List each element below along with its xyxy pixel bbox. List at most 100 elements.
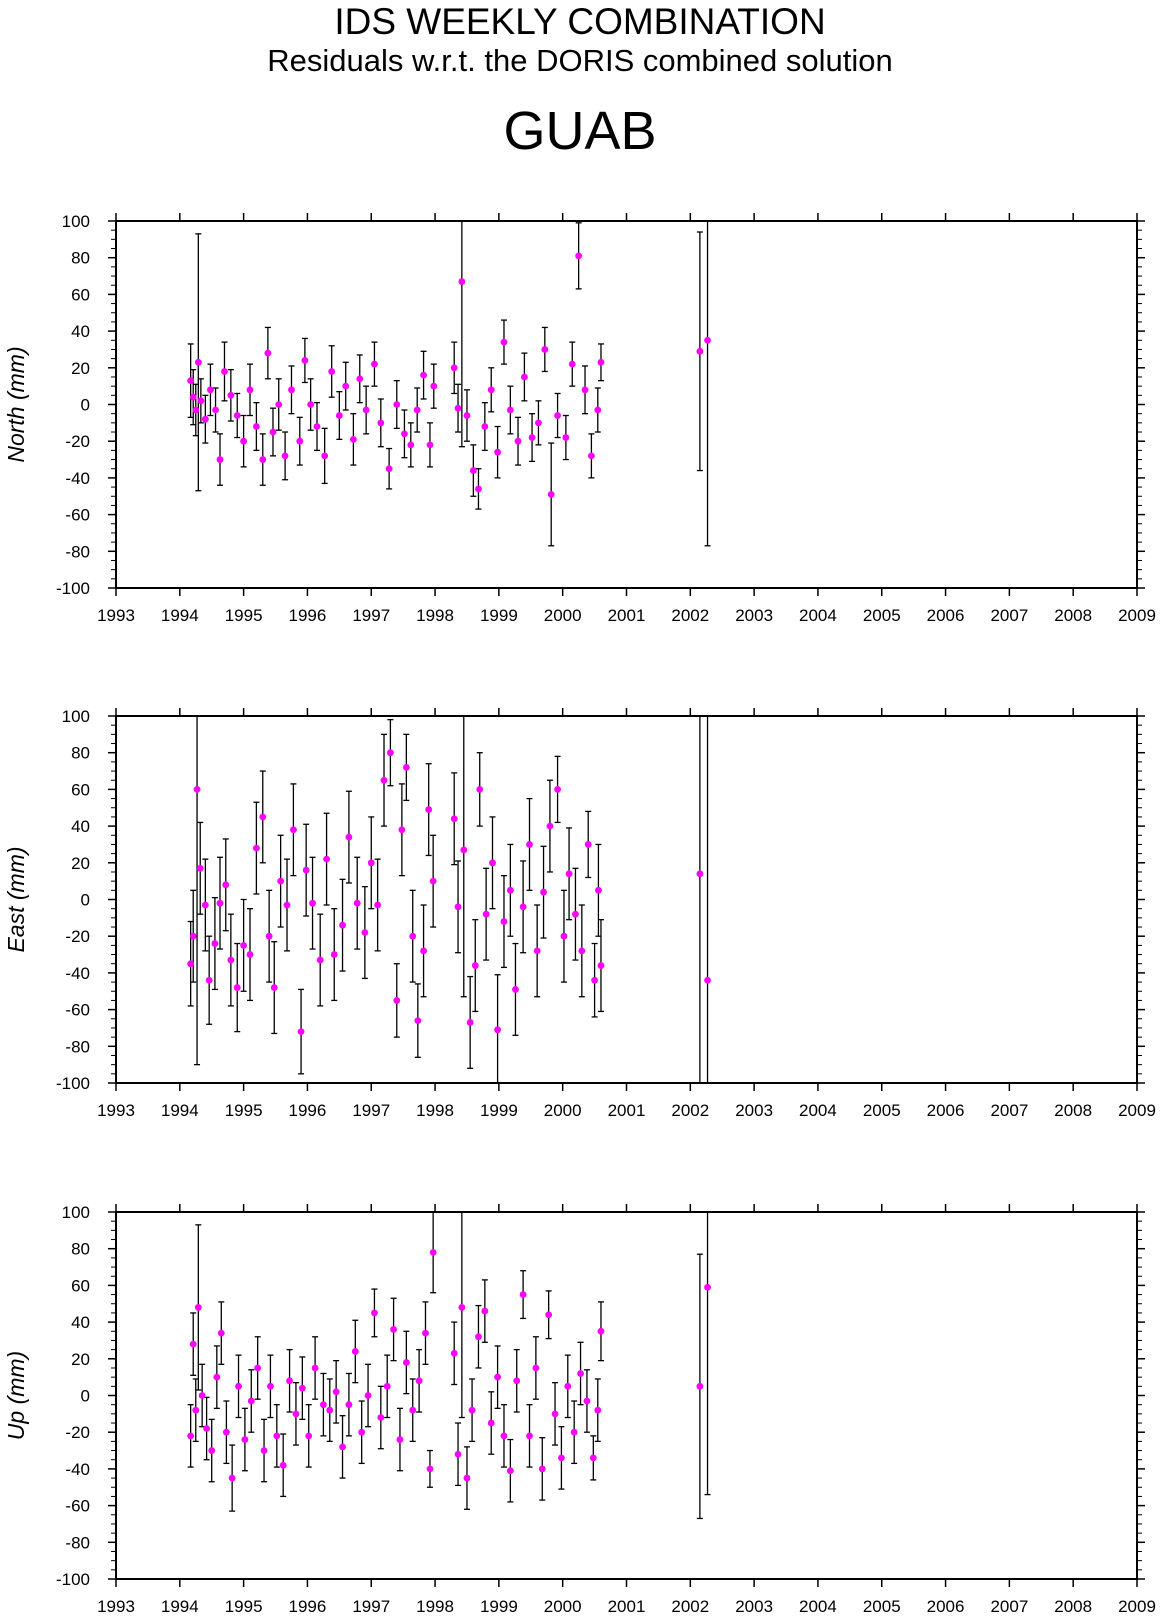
y-tick-label: 0 <box>81 396 90 415</box>
x-tick-label: 1999 <box>480 1597 518 1616</box>
data-point <box>545 1311 553 1319</box>
data-point <box>351 1348 359 1355</box>
data-point <box>415 1377 423 1385</box>
data-point <box>270 984 278 991</box>
data-point <box>393 401 401 408</box>
data-point <box>228 1474 236 1482</box>
data-point <box>481 423 489 430</box>
data-point <box>460 846 468 854</box>
data-point <box>205 976 213 984</box>
data-point <box>591 976 598 984</box>
data-point <box>301 357 309 364</box>
y-tick-label: -100 <box>56 1074 90 1093</box>
y-tick-label: -60 <box>65 506 90 525</box>
data-point <box>588 452 595 460</box>
x-tick-label: 1997 <box>352 1101 390 1120</box>
data-point <box>564 1382 572 1390</box>
x-tick-label: 2004 <box>799 1597 837 1616</box>
data-point <box>323 855 330 863</box>
data-point <box>339 921 346 929</box>
data-point <box>425 806 433 813</box>
data-point <box>233 984 241 991</box>
data-point <box>298 1384 306 1392</box>
x-tick-label: 1994 <box>161 606 199 625</box>
data-point <box>233 412 241 419</box>
data-point <box>265 932 273 940</box>
y-tick-label: 100 <box>62 212 90 231</box>
x-tick-label: 2008 <box>1054 1101 1092 1120</box>
data-point <box>540 888 547 896</box>
data-point <box>565 870 573 878</box>
y-tick-label: -20 <box>65 432 90 451</box>
y-tick-label: 20 <box>71 1350 90 1369</box>
data-point <box>385 465 393 473</box>
x-tick-label: 2004 <box>799 606 837 625</box>
x-tick-label: 1994 <box>161 1597 199 1616</box>
data-point <box>326 1406 334 1414</box>
x-tick-label: 1993 <box>97 1597 135 1616</box>
plot-frame <box>115 1211 1138 1580</box>
data-point <box>494 1026 501 1034</box>
data-point <box>277 877 285 885</box>
panel-east: 100 80 60 40 20 0 -20 -40 -60 -80 -100 1993 1994 1995… <box>3 707 1156 1120</box>
data-point <box>296 437 304 445</box>
data-point <box>297 1028 305 1036</box>
data-point <box>246 386 254 394</box>
data-layer <box>187 1212 711 1520</box>
data-point <box>213 1373 221 1381</box>
x-tick-label: 2001 <box>608 1597 646 1616</box>
data-point <box>283 901 291 909</box>
data-point <box>558 1454 565 1462</box>
data-point <box>196 864 204 872</box>
data-point <box>216 899 224 907</box>
y-axis-label: Up (mm) <box>3 1351 29 1440</box>
data-point <box>597 962 605 969</box>
data-point <box>450 1349 458 1357</box>
x-tick-label: 1996 <box>289 606 327 625</box>
data-point <box>240 437 248 445</box>
y-tick-label: -40 <box>65 964 90 983</box>
x-tick-label: 2006 <box>927 606 965 625</box>
data-point <box>335 412 343 419</box>
x-tick-label: 2003 <box>735 606 773 625</box>
y-tick-label: -100 <box>56 1570 90 1589</box>
y-tick-label: -60 <box>65 1001 90 1020</box>
data-point <box>476 786 484 793</box>
data-point <box>422 1329 429 1337</box>
y-tick-label: 20 <box>71 359 90 378</box>
data-point <box>286 1377 293 1385</box>
x-tick-label: 2009 <box>1118 1597 1156 1616</box>
y-tick-label: -80 <box>65 1533 90 1552</box>
data-point <box>426 441 434 449</box>
data-point <box>216 456 224 463</box>
data-point <box>221 368 228 375</box>
x-tick-label: 2001 <box>608 606 646 625</box>
data-point <box>192 1406 200 1414</box>
data-point <box>584 841 592 848</box>
panel-up: 100 80 60 40 20 0 -20 -40 -60 -80 -100 1993 1994 1995… <box>3 1203 1156 1616</box>
data-point <box>589 1454 597 1462</box>
data-point <box>704 976 711 984</box>
data-point <box>207 386 214 394</box>
data-point <box>560 932 568 940</box>
y-tick-label: -40 <box>65 469 90 488</box>
data-point <box>187 1432 195 1440</box>
y-tick-label: -60 <box>65 1497 90 1516</box>
data-point <box>292 1410 300 1418</box>
data-point <box>583 1397 591 1405</box>
data-point <box>189 1340 197 1348</box>
x-tick-label: 1999 <box>480 606 518 625</box>
data-point <box>361 929 369 936</box>
data-point <box>547 491 555 498</box>
data-point <box>390 1326 397 1333</box>
x-tick-label: 2005 <box>863 1101 901 1120</box>
data-point <box>454 903 462 911</box>
data-point <box>494 448 501 456</box>
x-tick-label: 2005 <box>863 606 901 625</box>
data-point <box>469 467 477 474</box>
data-point <box>212 406 219 414</box>
data-point <box>546 822 554 830</box>
x-tick-label: 1998 <box>416 1597 454 1616</box>
data-point <box>696 347 704 355</box>
x-tick-label: 2005 <box>863 1597 901 1616</box>
